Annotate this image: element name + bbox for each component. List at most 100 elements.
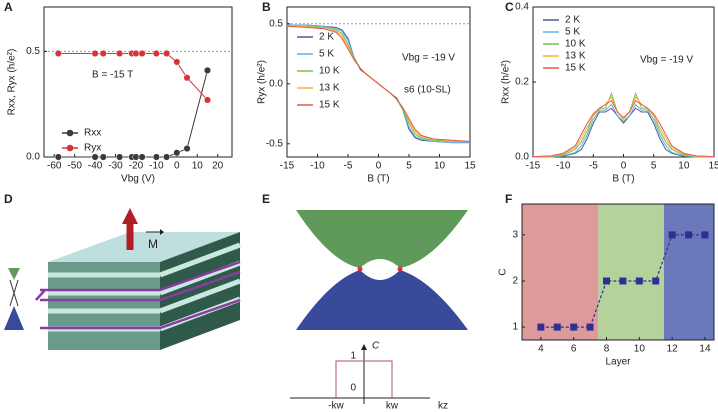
point <box>537 323 545 331</box>
point <box>619 277 627 285</box>
x-tick-label: 10 <box>434 161 446 172</box>
x-tick-label: -5 <box>589 161 598 172</box>
y-tick-label: 3 <box>512 230 518 241</box>
point <box>163 49 171 58</box>
x-tick-label: 0 <box>376 161 382 172</box>
plot-frame <box>532 6 715 158</box>
legend-label: Rxx <box>84 128 101 139</box>
annotation: Vbg = -19 V <box>402 53 455 64</box>
e-level: 1 <box>350 351 356 362</box>
legend-label: 15 K <box>565 63 586 74</box>
plot-frame <box>521 203 715 341</box>
point <box>138 153 146 161</box>
legend-label: 5 K <box>565 27 580 38</box>
point <box>586 323 594 331</box>
annotation: B = -15 T <box>92 70 133 81</box>
x-tick-label: 10 <box>678 161 690 172</box>
series-line <box>532 100 715 158</box>
point <box>91 153 99 161</box>
x-axis-label: Layer <box>605 357 631 368</box>
x-tick-label: -15 <box>526 161 541 172</box>
x-tick-label: -30 <box>108 161 123 172</box>
layered-block: M <box>4 208 241 350</box>
series-line <box>58 70 208 158</box>
e-k-label: -kw <box>328 401 344 412</box>
x-tick-label: 5 <box>651 161 657 172</box>
x-tick-label: 4 <box>538 344 544 355</box>
legend-label: Ryx <box>84 143 101 154</box>
x-tick-label: -60 <box>47 161 62 172</box>
x-tick-label: 0 <box>621 161 627 172</box>
annotation: s6 (10-SL) <box>404 85 451 96</box>
x-tick-label: -5 <box>344 161 353 172</box>
x-tick-label: -10 <box>149 161 164 172</box>
series-line <box>286 25 471 142</box>
x-tick-label: 5 <box>406 161 412 172</box>
legend-marker <box>66 144 74 152</box>
x-tick-label: 15 <box>708 161 718 172</box>
legend-label: 10 K <box>565 39 586 50</box>
region <box>522 204 599 340</box>
x-tick-label: 14 <box>699 344 711 355</box>
y-axis-label: C <box>498 268 509 275</box>
point <box>553 323 561 331</box>
point <box>116 49 124 58</box>
annotation: Vbg = -19 V <box>640 55 693 66</box>
point <box>138 49 146 58</box>
y-tick-label: 0.5 <box>26 46 40 57</box>
x-axis-label: Vbg (V) <box>121 174 155 185</box>
y-tick-label: -0.5 <box>266 138 284 149</box>
x-tick-label: 0 <box>174 161 180 172</box>
y-tick-label: 0.2 <box>515 77 529 88</box>
panel-label: D <box>4 192 13 206</box>
y-axis-label: Rxx (h/e²) <box>501 60 512 104</box>
region <box>598 204 664 340</box>
panel-label: B <box>262 0 271 14</box>
e-x-label: kz <box>438 401 448 412</box>
point <box>173 58 181 66</box>
legend-label: 2 K <box>319 32 334 43</box>
y-axis-label: Ryx (h/e²) <box>257 60 268 104</box>
point <box>668 231 676 239</box>
x-tick-label: 20 <box>212 161 224 172</box>
point <box>132 153 140 161</box>
point <box>99 49 107 58</box>
x-tick-label: -10 <box>310 161 325 172</box>
series-line <box>540 234 705 328</box>
point <box>173 149 181 157</box>
y-tick-label: 0.5 <box>269 18 283 29</box>
point <box>203 96 212 104</box>
legend-label: 10 K <box>319 66 340 77</box>
series-line <box>533 107 714 158</box>
magnetization-label: M <box>148 237 158 251</box>
weyl-bands <box>290 210 468 404</box>
region <box>663 204 714 340</box>
e-axis-label: C <box>372 341 380 352</box>
point <box>652 277 660 285</box>
point <box>132 49 140 58</box>
point <box>570 323 578 331</box>
panel-label: A <box>4 0 13 14</box>
legend-marker <box>66 129 74 137</box>
x-tick-label: 12 <box>667 344 679 355</box>
series-line <box>532 91 715 158</box>
y-tick-label: 0.0 <box>269 78 283 89</box>
series-line <box>533 103 714 158</box>
legend-label: 13 K <box>319 83 340 94</box>
legend-label: 2 K <box>565 15 580 26</box>
legend-label: 15 K <box>319 100 340 111</box>
point <box>91 49 99 58</box>
point <box>183 144 191 153</box>
legend-label: 13 K <box>565 51 586 62</box>
point <box>203 66 212 74</box>
y-axis-label: Rxx, Ryx (h/e²) <box>7 49 18 116</box>
x-tick-label: 10 <box>192 161 204 172</box>
x-axis-label: B (T) <box>612 174 634 185</box>
x-tick-label: 6 <box>571 344 577 355</box>
point <box>685 231 693 239</box>
series-line <box>532 96 715 158</box>
x-tick-label: 15 <box>464 161 476 172</box>
plot-frame <box>286 6 471 158</box>
x-tick-label: 8 <box>604 344 610 355</box>
